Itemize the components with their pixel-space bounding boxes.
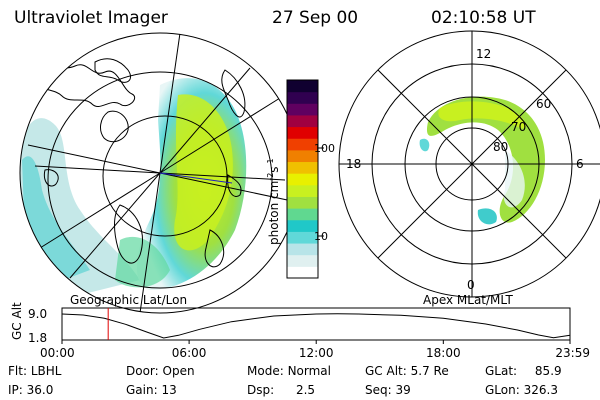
info-mode: Mode: Normal xyxy=(247,364,331,378)
colorbar-stripe xyxy=(287,254,318,267)
altitude-line xyxy=(61,313,571,339)
chart-xtick-label: 06:00 xyxy=(172,346,207,360)
colorbar: 100 10 photon cm-2s-1 xyxy=(266,79,335,279)
colorbar-stripe xyxy=(287,173,318,186)
colorbar-stripe xyxy=(287,138,318,151)
colorbar-stripe xyxy=(287,184,318,197)
chart-xtick-label: 23:59 xyxy=(555,346,590,360)
altitude-chart: GC Alt 9.0 1.8 00:00 06:00 12:00 18:00 23:59 xyxy=(10,302,590,360)
chart-ytick-label: 9.0 xyxy=(28,307,47,321)
colorbar-stripe xyxy=(287,196,318,209)
colorbar-stripe xyxy=(287,80,318,93)
colorbar-tick-label: 10 xyxy=(314,230,328,243)
chart-xtick-label: 12:00 xyxy=(299,346,334,360)
chart-xtick-label: 18:00 xyxy=(426,346,461,360)
colorbar-stripe xyxy=(287,91,318,104)
time-label: 02:10:58 UT xyxy=(431,8,536,28)
info-gain: Gain: 13 xyxy=(126,383,177,397)
mlat-label-60: 60 xyxy=(536,97,551,111)
chart-ytick-label: 1.8 xyxy=(28,331,47,345)
mlat-label-80: 80 xyxy=(493,140,508,154)
mlt-label-6: 6 xyxy=(576,157,584,171)
colorbar-stripe xyxy=(287,208,318,221)
colorbar-label: photon cm-2s-1 xyxy=(266,158,281,245)
chart-ylabel: GC Alt xyxy=(10,302,24,340)
left-panel-caption: Geographic Lat/Lon xyxy=(70,293,187,307)
colorbar-stripe xyxy=(287,126,318,139)
info-glon: GLon: 326.3 xyxy=(485,383,558,397)
colorbar-stripe xyxy=(287,161,318,174)
instrument-title: Ultraviolet Imager xyxy=(14,8,168,28)
right-panel-caption: Apex MLat/MLT xyxy=(423,293,513,307)
colorbar-stripe xyxy=(287,114,318,128)
chart-xtick-label: 00:00 xyxy=(40,346,75,360)
mlat-label-70: 70 xyxy=(511,120,526,134)
colorbar-stripe xyxy=(287,103,318,116)
mlt-label-18: 18 xyxy=(346,157,361,171)
colorbar-tick-label: 100 xyxy=(314,142,335,155)
colorbar-stripe xyxy=(287,266,318,279)
info-gc-alt: GC Alt: 5.7 Re xyxy=(365,364,449,378)
info-dsp: Dsp: 2.5 xyxy=(247,383,316,397)
date-label: 27 Sep 00 xyxy=(272,8,359,28)
magnetic-panel: 12 18 6 0 60 70 80 xyxy=(338,30,600,298)
info-seq: Seq: 39 xyxy=(365,383,411,397)
colorbar-stripe xyxy=(287,231,318,244)
geographic-panel xyxy=(20,33,300,313)
info-flt: Flt: LBHL xyxy=(8,364,62,378)
info-ip: IP: 36.0 xyxy=(8,383,54,397)
colorbar-stripe xyxy=(287,149,318,163)
info-door: Door: Open xyxy=(126,364,195,378)
mlt-label-0: 0 xyxy=(467,278,475,292)
mlt-label-12: 12 xyxy=(476,47,491,61)
info-glat: GLat: 85.9 xyxy=(485,364,562,378)
colorbar-stripe xyxy=(287,243,318,256)
colorbar-stripe xyxy=(287,219,318,232)
